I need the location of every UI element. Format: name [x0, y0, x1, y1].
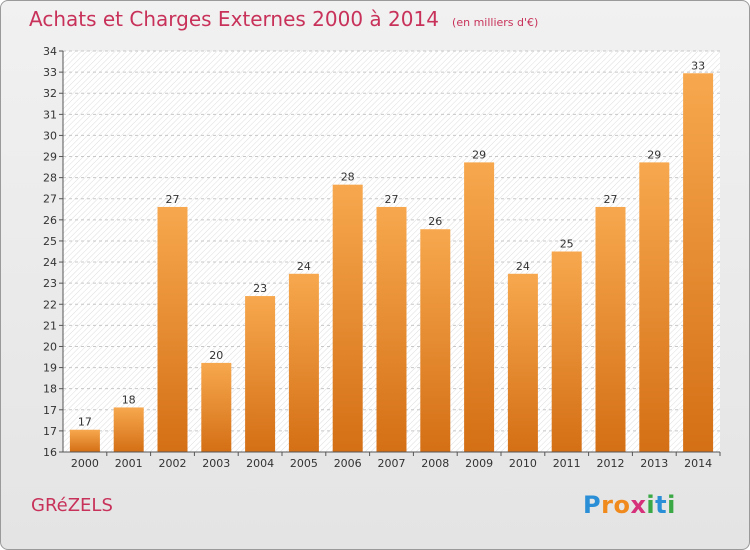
x-tick-label-2008: 2008	[421, 457, 449, 470]
x-tick-label-2005: 2005	[290, 457, 318, 470]
logo-letter: r	[601, 491, 614, 519]
y-tick-label: 30	[43, 129, 57, 142]
y-tick-label: 29	[43, 151, 57, 164]
bar-2014	[683, 73, 714, 453]
x-tick-label-2002: 2002	[159, 457, 187, 470]
bar-2008	[420, 229, 451, 452]
x-tick-label-2010: 2010	[509, 457, 537, 470]
y-axis: 16 17 17 18 19 20 21 22 23 24 25 26 27 28 29 30 31 32 33 34	[43, 45, 63, 459]
x-tick-label-2007: 2007	[378, 457, 406, 470]
chart-subtitle: (en milliers d'€)	[452, 16, 539, 29]
y-tick-label: 19	[43, 362, 57, 375]
value-label-2003: 20	[209, 349, 223, 362]
y-tick-label: 32	[43, 87, 57, 100]
value-label-2005: 24	[297, 260, 311, 273]
x-tick-label-2006: 2006	[334, 457, 362, 470]
value-label-2001: 18	[122, 393, 136, 406]
y-tick-label: 17	[43, 404, 57, 417]
y-tick-label: 22	[43, 298, 57, 311]
bar-2001	[113, 407, 144, 452]
bar-2004	[245, 296, 276, 452]
value-label-2000: 17	[78, 416, 92, 429]
value-label-2007: 27	[385, 193, 399, 206]
x-tick-label-2013: 2013	[640, 457, 668, 470]
x-tick-label-2012: 2012	[597, 457, 625, 470]
logo-letter: i	[646, 491, 656, 519]
logo-letter: i	[667, 491, 676, 519]
y-tick-label: 16	[43, 446, 57, 459]
y-tick-label: 18	[43, 383, 57, 396]
x-tick-label-2004: 2004	[246, 457, 274, 470]
value-label-2011: 25	[560, 238, 574, 251]
value-label-2013: 29	[647, 148, 661, 161]
x-axis: 2000 2001 2002 2003 2004 2005 2006 2007 2008 2009…	[71, 452, 721, 470]
value-label-2006: 28	[341, 171, 355, 184]
y-tick-label: 27	[43, 193, 57, 206]
bar-2009	[464, 162, 495, 452]
value-label-2014: 33	[691, 59, 705, 72]
x-tick-label-2014: 2014	[684, 457, 712, 470]
logo-letter: o	[613, 491, 631, 519]
y-tick-label: 20	[43, 340, 57, 353]
commune-name: GRéZELS	[31, 495, 113, 516]
bar-2007	[376, 206, 407, 452]
title-row: Achats et Charges Externes 2000 à 2014 (…	[29, 7, 538, 31]
bar-2012	[595, 206, 626, 452]
y-tick-label: 34	[43, 45, 57, 58]
y-tick-label: 28	[43, 172, 57, 185]
x-tick-label-2001: 2001	[115, 457, 143, 470]
value-label-2002: 27	[166, 193, 180, 206]
value-label-2009: 29	[472, 148, 486, 161]
bars: 17 18 27 20 23 24 28 27 26 29 24 25 27 29 33	[69, 59, 714, 453]
proxiti-logo: Proxiti	[583, 491, 676, 519]
y-tick-label: 24	[43, 256, 57, 269]
y-tick-label: 17	[43, 425, 57, 438]
bar-2005	[288, 273, 319, 452]
bar-2010	[507, 273, 538, 452]
bar-2002	[157, 206, 188, 452]
logo-letter: x	[630, 491, 647, 519]
value-label-2010: 24	[516, 260, 530, 273]
value-label-2012: 27	[604, 193, 618, 206]
y-tick-label: 33	[43, 66, 57, 79]
x-tick-label-2011: 2011	[553, 457, 581, 470]
bar-2006	[332, 184, 363, 452]
y-tick-label: 26	[43, 214, 57, 227]
x-tick-label-2003: 2003	[202, 457, 230, 470]
y-tick-label: 25	[43, 235, 57, 248]
y-tick-label: 23	[43, 277, 57, 290]
value-label-2004: 23	[253, 282, 267, 295]
bar-2013	[639, 162, 670, 452]
y-tick-label: 21	[43, 319, 57, 332]
logo-letter: P	[583, 491, 602, 519]
x-tick-label-2000: 2000	[71, 457, 99, 470]
chart-title: Achats et Charges Externes 2000 à 2014	[29, 7, 439, 31]
x-tick-label-2009: 2009	[465, 457, 493, 470]
bar-2011	[551, 251, 582, 452]
bar-2000	[69, 429, 100, 452]
logo-letter: t	[655, 491, 668, 519]
bar-2003	[201, 362, 232, 452]
y-tick-label: 31	[43, 108, 57, 121]
value-label-2008: 26	[428, 215, 442, 228]
